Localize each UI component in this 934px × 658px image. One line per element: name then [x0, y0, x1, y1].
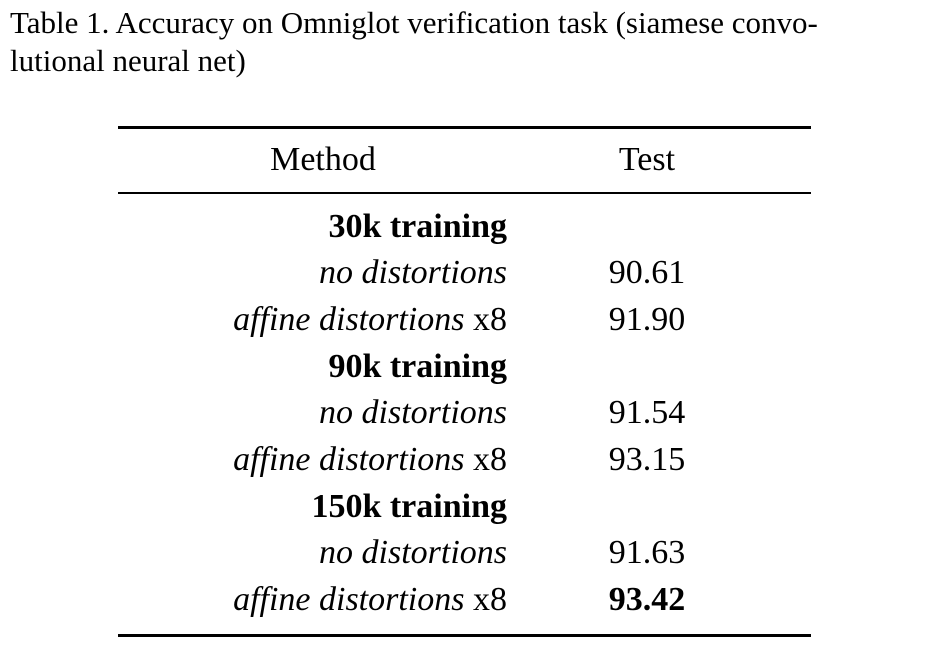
- header-test: Test: [618, 141, 676, 178]
- table-row-test: 90.61: [608, 254, 686, 291]
- table-header-rule: [118, 192, 811, 194]
- table-row-method: affine distortions x8: [233, 580, 507, 620]
- method-name: affine distortions: [233, 581, 465, 618]
- table-row-test: 93.15: [608, 441, 686, 478]
- table-row-method: affine distortions x8: [233, 440, 507, 480]
- table-row-method: affine distortions x8: [233, 300, 507, 340]
- table-row-test-best: 93.42: [608, 581, 686, 618]
- table-row-test: 91.63: [608, 534, 686, 571]
- table-row-test: 91.54: [608, 394, 686, 431]
- table-caption: Table 1. Accuracy on Omniglot verificati…: [10, 4, 926, 80]
- group-label: 90k training: [328, 348, 507, 385]
- header-method: Method: [270, 141, 376, 178]
- caption-line-2: lutional neural net): [10, 43, 246, 78]
- method-suffix: x8: [464, 301, 507, 338]
- method-suffix: x8: [464, 581, 507, 618]
- group-label: 30k training: [328, 208, 507, 245]
- table-top-rule: [118, 126, 811, 129]
- caption-line-1: Table 1. Accuracy on Omniglot verificati…: [10, 5, 818, 40]
- method-name: affine distortions: [233, 301, 465, 338]
- method-name: affine distortions: [233, 441, 465, 478]
- table-bottom-rule: [118, 634, 811, 637]
- group-label: 150k training: [311, 488, 507, 525]
- method-name: no distortions: [319, 394, 507, 431]
- method-name: no distortions: [319, 254, 507, 291]
- table-row-test: 91.90: [608, 301, 686, 338]
- table-row-method: no distortions: [319, 253, 507, 293]
- table-row-method: no distortions: [319, 533, 507, 573]
- method-name: no distortions: [319, 534, 507, 571]
- method-suffix: x8: [464, 441, 507, 478]
- table-row-method: no distortions: [319, 393, 507, 433]
